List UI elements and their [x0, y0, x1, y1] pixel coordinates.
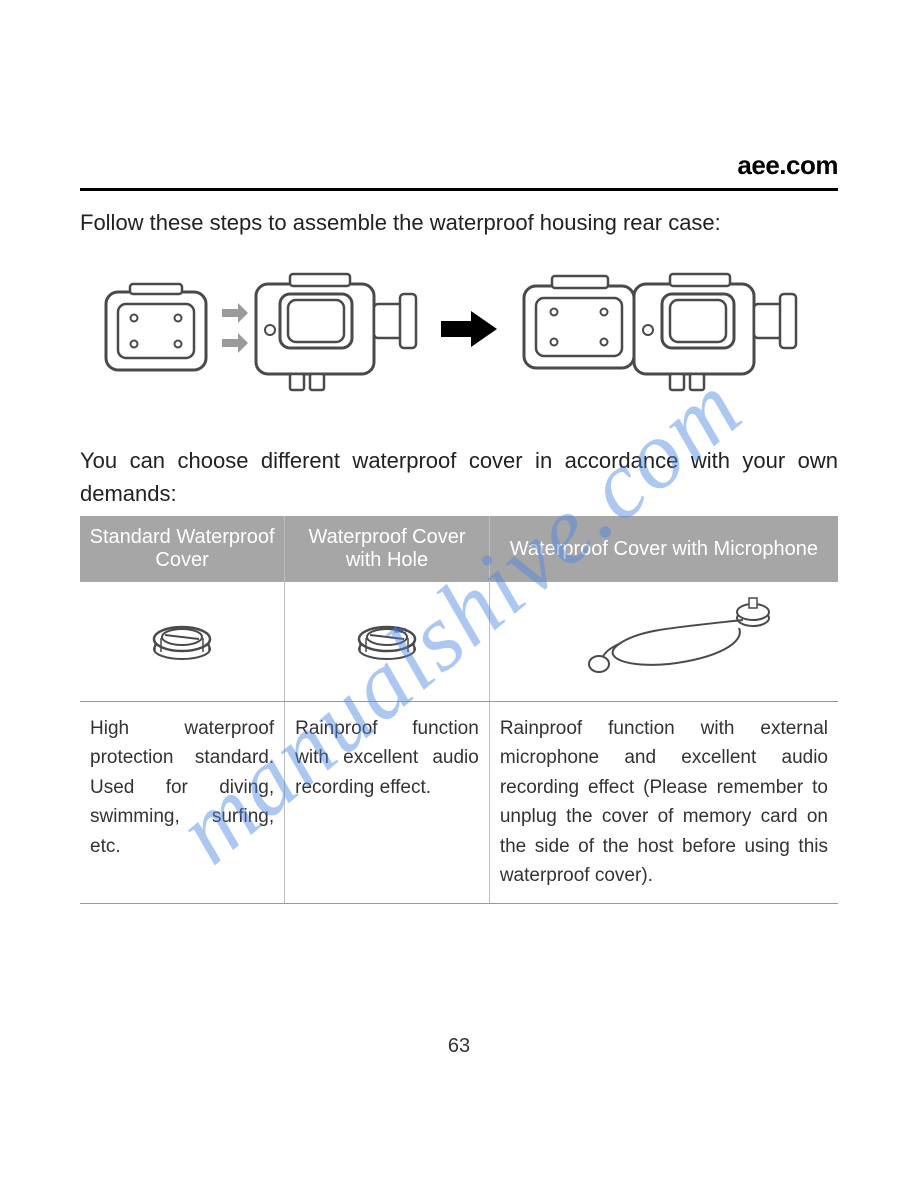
page-content: Follow these steps to assemble the water… — [80, 150, 838, 904]
assembly-diagram — [80, 264, 838, 394]
header-standard: Standard Waterproof Cover — [80, 516, 285, 582]
header-hole: Waterproof Cover with Hole — [285, 516, 490, 582]
small-arrows-icon — [220, 289, 250, 369]
brand-label: aee.com — [737, 150, 838, 181]
housing-body-icon — [250, 264, 420, 394]
header-microphone: Waterproof Cover with Microphone — [489, 516, 838, 582]
table-description-row: High waterproof protection standard. Use… — [80, 702, 838, 904]
svg-text:MIC: MIC — [394, 628, 407, 635]
hole-cap-icon: MIC — [352, 609, 422, 669]
rear-case-icon — [100, 274, 220, 384]
table-header-row: Standard Waterproof Cover Waterproof Cov… — [80, 516, 838, 582]
cell-hole-desc: Rainproof function with excellent audio … — [285, 702, 490, 904]
cell-standard-image — [80, 582, 285, 702]
covers-table: Standard Waterproof Cover Waterproof Cov… — [80, 516, 838, 904]
big-arrow-icon — [441, 309, 497, 349]
assembly-after — [518, 264, 818, 394]
manual-page: aee.com manualshive.com Follow these ste… — [0, 0, 918, 1188]
table-image-row: MIC — [80, 582, 838, 702]
page-number: 63 — [0, 1035, 918, 1058]
cell-microphone-desc: Rainproof function with external microph… — [489, 702, 838, 904]
cell-microphone-image — [489, 582, 838, 702]
intro-text-1: Follow these steps to assemble the water… — [80, 210, 838, 236]
intro-text-2: You can choose different waterproof cove… — [80, 444, 838, 510]
microphone-cap-icon — [549, 594, 779, 684]
cell-standard-desc: High waterproof protection standard. Use… — [80, 702, 285, 904]
assembled-housing-icon — [518, 264, 818, 394]
cell-hole-image: MIC — [285, 582, 490, 702]
standard-cap-icon — [147, 609, 217, 669]
assembly-before — [100, 264, 420, 394]
header-rule — [80, 188, 838, 191]
